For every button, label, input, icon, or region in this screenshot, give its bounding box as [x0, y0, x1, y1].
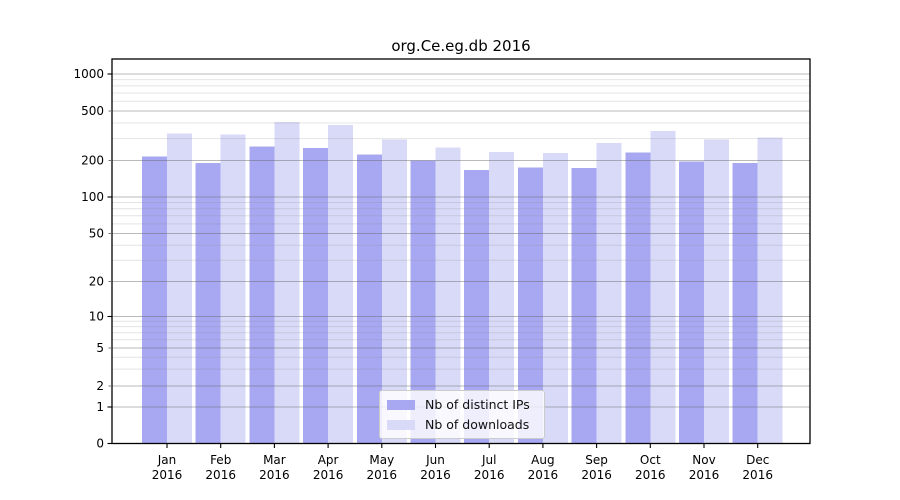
y-tick-label: 2: [96, 379, 104, 393]
legend-swatch-downloads: [387, 419, 415, 430]
x-tick-label-year: 2016: [259, 468, 290, 482]
legend-item-distinct-ips: Nb of distinct IPs: [387, 397, 530, 412]
x-tick-label-month: Sep: [585, 453, 608, 467]
x-tick-label-month: Nov: [692, 453, 715, 467]
bar-nov-distinct-ips: [679, 161, 704, 444]
x-tick-label-month: May: [369, 453, 394, 467]
x-tick-label-month: Feb: [210, 453, 231, 467]
x-tick-label-month: Jun: [425, 453, 445, 467]
x-tick-label-year: 2016: [420, 468, 451, 482]
x-tick-label-year: 2016: [689, 468, 720, 482]
x-tick-label-month: Apr: [318, 453, 339, 467]
y-tick-label: 1000: [73, 67, 104, 81]
x-tick-label-year: 2016: [742, 468, 773, 482]
y-tick-label: 1: [96, 400, 104, 414]
x-tick-label-month: Mar: [263, 453, 286, 467]
bar-nov-downloads: [704, 139, 729, 444]
y-tick-label: 50: [89, 227, 104, 241]
y-tick-label: 5: [96, 341, 104, 355]
legend-label-distinct-ips: Nb of distinct IPs: [425, 397, 530, 412]
x-tick-label-year: 2016: [635, 468, 666, 482]
bar-apr-distinct-ips: [303, 148, 329, 444]
x-tick-label-month: Jan: [157, 453, 177, 467]
bar-sep-distinct-ips: [571, 168, 597, 444]
bar-apr-downloads: [328, 124, 354, 444]
bar-oct-distinct-ips: [625, 152, 651, 444]
y-tick-label: 200: [81, 154, 104, 168]
legend-label-downloads: Nb of downloads: [425, 417, 530, 432]
y-tick-label: 0: [96, 437, 104, 451]
bar-jan-downloads: [167, 133, 192, 444]
x-tick-label-year: 2016: [367, 468, 398, 482]
legend: Nb of distinct IPs Nb of downloads: [379, 390, 545, 439]
x-tick-label-year: 2016: [528, 468, 559, 482]
legend-item-downloads: Nb of downloads: [387, 417, 530, 432]
y-tick-label: 10: [89, 310, 104, 324]
bar-oct-downloads: [650, 131, 676, 444]
x-tick-label-year: 2016: [313, 468, 344, 482]
bar-feb-distinct-ips: [195, 163, 221, 444]
bar-dec-distinct-ips: [732, 162, 758, 444]
x-tick-label-year: 2016: [152, 468, 183, 482]
x-tick-label-year: 2016: [205, 468, 236, 482]
bar-may-distinct-ips: [356, 154, 382, 444]
y-tick-label: 500: [81, 104, 104, 118]
bar-dec-downloads: [757, 137, 783, 444]
x-tick-label-month: Oct: [640, 453, 661, 467]
x-tick-label-month: Aug: [531, 453, 554, 467]
plot-border: [111, 58, 811, 445]
x-tick-label-year: 2016: [581, 468, 612, 482]
x-tick-label-month: Jul: [481, 453, 496, 467]
legend-swatch-distinct-ips: [387, 399, 415, 410]
bar-jan-distinct-ips: [142, 156, 167, 444]
y-tick-label: 20: [89, 275, 104, 289]
bar-mar-downloads: [274, 121, 300, 444]
bar-sep-downloads: [596, 143, 622, 444]
bar-feb-downloads: [220, 134, 246, 444]
x-tick-label-year: 2016: [474, 468, 505, 482]
chart-title: org.Ce.eg.db 2016: [391, 37, 531, 55]
y-tick-label: 100: [81, 190, 104, 204]
bar-mar-distinct-ips: [249, 146, 275, 444]
x-tick-label-month: Dec: [746, 453, 769, 467]
bar-aug-downloads: [542, 152, 568, 444]
